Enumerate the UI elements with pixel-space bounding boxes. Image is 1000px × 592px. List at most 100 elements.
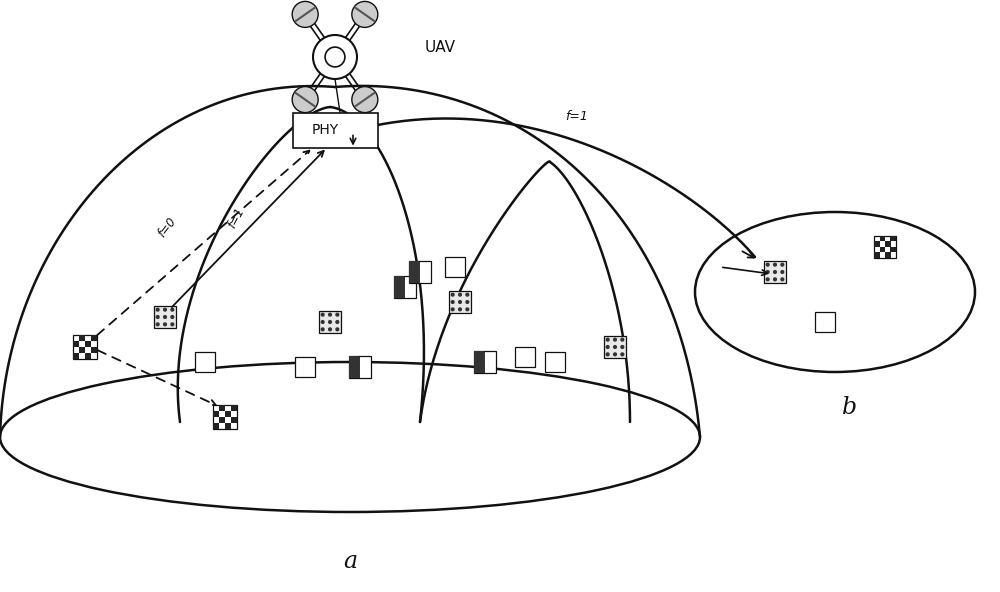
Circle shape [171, 308, 174, 311]
Circle shape [164, 323, 166, 326]
Bar [213, 423, 219, 429]
Bar [213, 405, 237, 429]
Circle shape [766, 278, 769, 281]
Circle shape [329, 328, 331, 331]
Circle shape [781, 278, 784, 281]
Bar [292, 112, 378, 147]
Bar [445, 257, 465, 277]
Circle shape [606, 353, 609, 356]
Text: a: a [343, 551, 357, 574]
Bar [394, 276, 416, 298]
Bar [91, 347, 97, 353]
Text: f=0: f=0 [155, 215, 178, 240]
Circle shape [766, 263, 769, 266]
Text: PHY: PHY [311, 123, 339, 137]
Circle shape [781, 263, 784, 266]
Circle shape [336, 313, 339, 316]
Bar [225, 423, 231, 429]
Circle shape [774, 278, 776, 281]
Bar [219, 417, 225, 423]
Bar [885, 253, 891, 258]
Bar [79, 347, 85, 353]
Bar [604, 336, 626, 358]
Bar [874, 242, 880, 247]
Bar [474, 351, 484, 373]
Bar [231, 405, 237, 411]
Bar [515, 347, 535, 367]
Circle shape [621, 353, 624, 356]
Text: f=1: f=1 [225, 205, 247, 230]
Circle shape [614, 346, 616, 348]
Circle shape [336, 328, 339, 331]
Bar [195, 352, 215, 372]
Circle shape [329, 321, 331, 323]
Circle shape [171, 316, 174, 318]
Bar [764, 261, 786, 283]
Text: UAV: UAV [425, 40, 456, 54]
Circle shape [459, 293, 461, 296]
Circle shape [325, 47, 345, 67]
Bar [449, 291, 471, 313]
Bar [73, 335, 97, 359]
Circle shape [459, 301, 461, 303]
Circle shape [292, 1, 318, 27]
Bar [154, 306, 176, 328]
Bar [319, 311, 341, 333]
Circle shape [329, 313, 331, 316]
Circle shape [614, 353, 616, 356]
Bar [85, 353, 91, 359]
Bar [874, 253, 880, 258]
Circle shape [164, 316, 166, 318]
Bar [73, 341, 79, 347]
Circle shape [336, 321, 339, 323]
Circle shape [781, 271, 784, 274]
Circle shape [451, 293, 454, 296]
Circle shape [352, 86, 378, 112]
Circle shape [451, 301, 454, 303]
Bar [295, 357, 315, 377]
Circle shape [321, 328, 324, 331]
Bar [79, 335, 85, 341]
Bar [874, 236, 896, 258]
Bar [73, 353, 79, 359]
Circle shape [156, 316, 159, 318]
Circle shape [466, 293, 469, 296]
Circle shape [614, 338, 616, 341]
Bar [91, 335, 97, 341]
Bar [880, 247, 885, 253]
Bar [474, 351, 496, 373]
Bar [219, 405, 225, 411]
Circle shape [606, 346, 609, 348]
Circle shape [774, 263, 776, 266]
Circle shape [774, 271, 776, 274]
Bar [890, 247, 896, 253]
Circle shape [451, 308, 454, 311]
Circle shape [621, 346, 624, 348]
Circle shape [171, 323, 174, 326]
Circle shape [321, 321, 324, 323]
Circle shape [321, 313, 324, 316]
Bar [545, 352, 565, 372]
Circle shape [766, 271, 769, 274]
Circle shape [164, 308, 166, 311]
Circle shape [621, 338, 624, 341]
Bar [815, 312, 835, 332]
Circle shape [292, 86, 318, 112]
Bar [349, 356, 371, 378]
Bar [409, 261, 431, 283]
Circle shape [459, 308, 461, 311]
Circle shape [156, 308, 159, 311]
Bar [225, 411, 231, 417]
Circle shape [466, 308, 469, 311]
Bar [213, 411, 219, 417]
Text: b: b [842, 395, 858, 419]
Text: f=1: f=1 [565, 110, 588, 123]
Circle shape [313, 35, 357, 79]
Bar [409, 261, 419, 283]
Bar [394, 276, 404, 298]
Bar [85, 341, 91, 347]
Bar [231, 417, 237, 423]
Bar [890, 236, 896, 242]
Bar [880, 236, 885, 242]
Circle shape [466, 301, 469, 303]
